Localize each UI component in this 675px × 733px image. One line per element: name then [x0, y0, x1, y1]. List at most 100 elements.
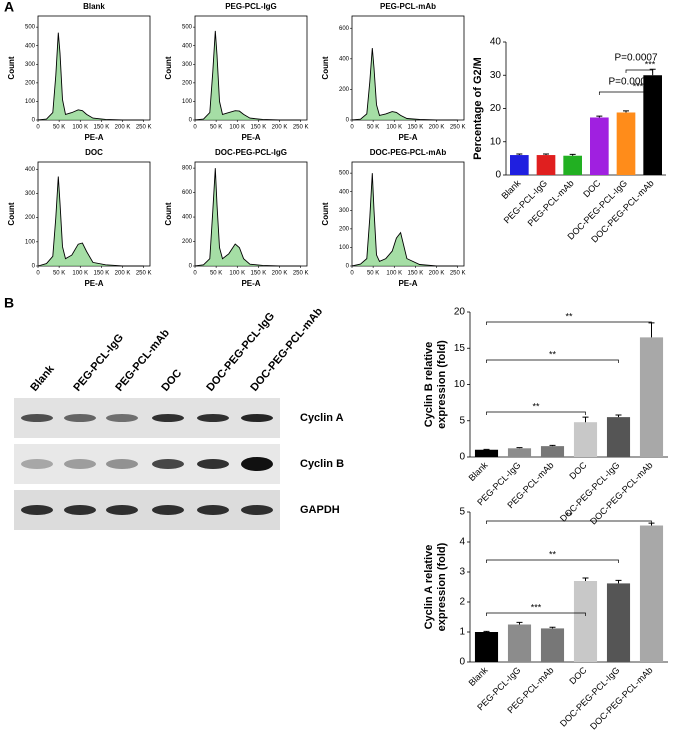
y-tick-label: 0	[346, 264, 350, 270]
x-tick-label: Blank	[467, 665, 490, 688]
y-tick-label: 400	[339, 189, 350, 195]
y-tick-label: 200	[182, 80, 193, 86]
x-tick-label: 50 K	[367, 125, 379, 131]
x-tick-label: 100 K	[229, 271, 245, 277]
x-tick-label: DOC	[567, 460, 589, 482]
y-tick-label: 5	[459, 507, 465, 518]
blot-band	[152, 459, 184, 469]
bracket	[486, 411, 586, 415]
error-bar	[516, 447, 523, 449]
x-tick-label: PEG-PCL-mAb	[526, 178, 576, 228]
bracket	[486, 520, 652, 524]
y-tick-label: 500	[339, 171, 350, 177]
blot-band	[64, 505, 96, 515]
error-bar	[516, 621, 523, 625]
x-tick-label: 100 K	[386, 271, 402, 277]
blot-lane-label: Blank	[28, 362, 57, 393]
y-axis-label: Cyclin A relative	[423, 545, 435, 630]
error-bar	[615, 414, 622, 418]
bar	[507, 448, 532, 457]
bar	[507, 624, 532, 662]
y-tick-label: 100	[339, 245, 350, 251]
y-tick-label: 200	[25, 215, 36, 221]
x-tick-label: 200 K	[115, 271, 131, 277]
blot-lane-label: DOC	[159, 367, 184, 393]
bracket	[486, 359, 619, 363]
blot-row-label: GAPDH	[300, 504, 340, 516]
y-tick-label: 10	[490, 136, 502, 147]
error-bar	[615, 579, 622, 584]
histogram-line	[194, 168, 301, 267]
y-axis-label: expression (fold)	[436, 340, 448, 429]
bar	[590, 117, 609, 175]
x-axis-label: PE-A	[84, 133, 103, 142]
annotation: **	[549, 549, 557, 559]
x-tick-label: 0	[193, 125, 197, 131]
x-tick-label: DOC-PEG-PCL-mAb	[588, 665, 654, 731]
chart-title: DOC-PEG-PCL-mAb	[370, 148, 447, 157]
chart-title: PEG-PCL-mAb	[380, 2, 436, 11]
x-tick-label: 100 K	[72, 271, 88, 277]
histogram-line	[37, 176, 144, 267]
x-axis-label: PE-A	[398, 279, 417, 288]
y-tick-label: 4	[459, 537, 465, 548]
blot-row-label: Cyclin B	[300, 458, 344, 470]
error-bar	[623, 110, 629, 113]
chart-title: DOC-PEG-PCL-IgG	[215, 148, 287, 157]
x-tick-label: 0	[193, 271, 197, 277]
y-axis-label: Count	[321, 56, 330, 79]
bracket	[486, 321, 652, 325]
x-tick-label: 150 K	[94, 125, 110, 131]
x-tick-label: 50 K	[210, 125, 222, 131]
annotation: **	[565, 311, 573, 321]
x-tick-label: 50 K	[210, 271, 222, 277]
x-tick-label: DOC	[581, 178, 603, 200]
y-tick-label: 600	[182, 190, 193, 196]
histogram-line	[351, 48, 458, 121]
x-tick-label: 200 K	[429, 125, 445, 131]
y-tick-label: 1	[459, 627, 465, 638]
bar	[616, 112, 636, 175]
x-tick-label: 100 K	[229, 125, 245, 131]
y-tick-label: 0	[189, 118, 193, 124]
y-tick-label: 30	[490, 70, 502, 81]
x-tick-label: 0	[36, 125, 40, 131]
blot-band	[106, 459, 138, 469]
histogram-fill	[38, 32, 144, 121]
y-axis-label: Cyclin B relative	[423, 342, 435, 428]
error-bar	[543, 153, 549, 156]
y-tick-label: 300	[339, 208, 350, 214]
x-tick-label: 100 K	[386, 125, 402, 131]
x-axis-label: PE-A	[241, 133, 260, 142]
x-tick-label: 50 K	[367, 271, 379, 277]
x-tick-label: 150 K	[94, 271, 110, 277]
histogram-fill	[195, 168, 301, 266]
y-tick-label: 300	[182, 62, 193, 68]
bracket	[598, 91, 654, 95]
error-bar	[596, 115, 603, 118]
chart-title: Blank	[83, 2, 105, 11]
blot-strip	[14, 490, 280, 530]
y-axis-label: expression (fold)	[436, 542, 448, 631]
histogram-line	[351, 173, 458, 267]
blot-band	[197, 414, 229, 422]
x-tick-label: 200 K	[272, 125, 288, 131]
annotation: ***	[531, 602, 542, 612]
x-tick-label: 0	[36, 271, 40, 277]
x-tick-label: Blank	[499, 178, 522, 201]
annotation: P=0.0007	[614, 53, 658, 64]
error-bar	[483, 630, 490, 632]
x-tick-label: 250 K	[136, 271, 152, 277]
x-tick-label: 250 K	[136, 125, 152, 131]
y-tick-label: 100	[182, 99, 193, 105]
blot-band	[197, 505, 229, 515]
annotation: **	[565, 510, 573, 520]
bar	[639, 525, 664, 662]
blot-strip	[14, 444, 280, 484]
x-tick-label: 150 K	[251, 125, 267, 131]
bar	[540, 446, 565, 457]
x-tick-label: 100 K	[72, 125, 88, 131]
x-tick-label: 200 K	[115, 125, 131, 131]
y-tick-label: 2	[459, 597, 465, 608]
